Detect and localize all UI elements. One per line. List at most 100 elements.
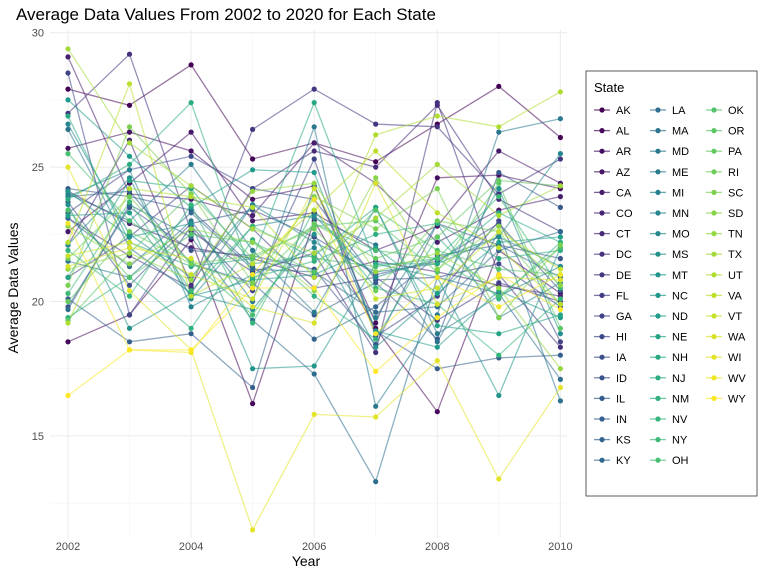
point-oh <box>434 255 440 262</box>
legend-label: RI <box>728 167 739 179</box>
legend-label: IA <box>616 352 627 364</box>
point-wa <box>557 277 564 283</box>
legend-item-md: MD <box>650 146 689 158</box>
point-wa <box>126 245 133 251</box>
point-sc <box>65 282 71 288</box>
point-wv <box>373 331 379 337</box>
point-ma <box>557 398 564 404</box>
point-va <box>311 207 317 213</box>
point-in <box>188 331 194 337</box>
point-az <box>188 129 194 135</box>
point-va <box>373 148 379 154</box>
point-nj <box>496 255 502 262</box>
point-in <box>126 339 133 345</box>
point-sc <box>126 124 133 130</box>
point-wv <box>557 272 564 278</box>
point-la <box>373 479 379 485</box>
point-wy <box>126 347 133 353</box>
legend-label: DE <box>616 270 631 282</box>
legend-item-de: DE <box>594 270 631 282</box>
point-ri <box>373 288 379 294</box>
point-ok <box>496 266 502 272</box>
point-ne <box>496 331 502 337</box>
legend-label: MN <box>672 208 689 220</box>
point-hi <box>188 153 194 159</box>
legend-item-sd: SD <box>706 208 743 220</box>
legend-swatch-point <box>599 375 605 381</box>
point-ma <box>434 339 440 345</box>
point-nm <box>311 293 317 299</box>
point-tn <box>434 250 440 256</box>
legend-label: LA <box>672 105 686 117</box>
point-ca <box>434 239 440 245</box>
point-vt <box>188 272 194 278</box>
point-nv <box>65 247 71 253</box>
point-mt <box>496 392 502 399</box>
point-nc <box>250 167 256 173</box>
legend-item-ma: MA <box>650 126 689 138</box>
point-nm <box>373 336 379 342</box>
point-or <box>557 325 564 331</box>
point-ri <box>434 218 440 224</box>
point-wi <box>250 527 256 533</box>
legend-item-ne: NE <box>650 332 687 344</box>
point-mo <box>373 274 379 280</box>
legend-item-ok: OK <box>706 105 745 117</box>
point-wy <box>557 306 564 313</box>
point-nv <box>496 352 502 358</box>
point-nc <box>434 344 440 350</box>
point-fl <box>496 280 502 286</box>
legend-label: MD <box>672 146 689 158</box>
point-ak <box>65 86 71 92</box>
point-dc <box>434 100 440 106</box>
point-nv <box>557 296 564 302</box>
legend-label: ME <box>672 167 689 179</box>
legend-label: NM <box>672 393 689 405</box>
point-ut <box>126 186 133 192</box>
point-hi <box>496 261 502 267</box>
legend-item-wv: WV <box>706 373 746 385</box>
point-nc <box>311 169 317 176</box>
legend-swatch-point <box>655 292 661 298</box>
point-tx <box>188 183 194 189</box>
legend-label: IL <box>616 393 625 405</box>
point-wy <box>65 392 71 399</box>
point-ut <box>496 124 502 130</box>
legend-label: KY <box>616 455 631 467</box>
point-vt <box>557 266 564 272</box>
legend-item-ca: CA <box>594 187 632 199</box>
point-vt <box>373 296 379 302</box>
legend-item-ms: MS <box>650 249 689 261</box>
point-va <box>496 245 502 251</box>
legend-item-mo: MO <box>650 229 690 241</box>
legend-label: IN <box>616 414 627 426</box>
legend-item-in: IN <box>594 414 627 426</box>
point-ca <box>250 212 256 219</box>
legend-swatch-point <box>711 128 717 134</box>
point-dc <box>373 349 379 356</box>
chart-title: Average Data Values From 2002 to 2020 fo… <box>16 5 436 24</box>
legend-label: SD <box>728 208 743 220</box>
legend-label: AL <box>616 126 629 138</box>
point-nj <box>126 161 133 167</box>
point-wi <box>434 358 440 364</box>
point-vt <box>496 229 502 235</box>
y-tick-label: 20 <box>32 296 44 308</box>
legend-swatch-point <box>599 457 605 463</box>
point-mt <box>311 363 317 369</box>
point-ga <box>126 312 133 318</box>
legend-label: AR <box>616 146 631 158</box>
point-nv <box>126 293 133 299</box>
point-tn <box>250 188 256 194</box>
legend-item-mt: MT <box>650 270 688 282</box>
legend-swatch-point <box>599 313 605 319</box>
point-ut <box>65 320 71 326</box>
point-ut <box>188 194 194 200</box>
point-wi <box>496 476 502 482</box>
x-tick-label: 2006 <box>302 541 326 553</box>
point-me <box>188 161 194 167</box>
legend-item-ct: CT <box>594 229 631 241</box>
point-az <box>250 218 256 224</box>
point-vt <box>434 285 440 291</box>
legend-item-ut: UT <box>706 270 743 282</box>
